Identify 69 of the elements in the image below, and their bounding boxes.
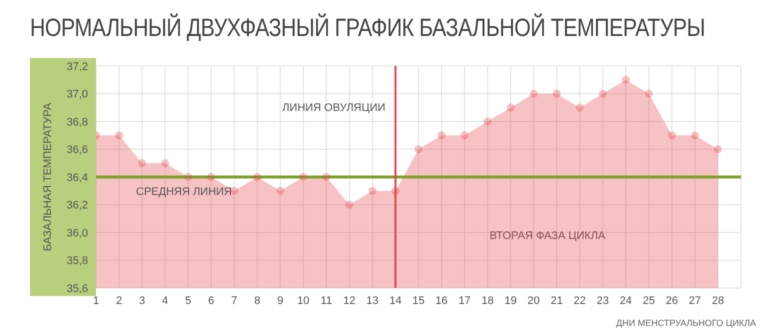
point bbox=[207, 173, 216, 181]
y-axis-title: БАЗАЛЬНАЯ ТЕМПЕРАТУРА bbox=[42, 102, 54, 252]
x-tick-label: 9 bbox=[277, 294, 284, 307]
y-tick-label: 36,6 bbox=[66, 144, 88, 156]
point bbox=[690, 131, 699, 140]
y-tick-label: 35,6 bbox=[66, 282, 88, 295]
x-tick-label: 1 bbox=[92, 294, 100, 307]
point bbox=[622, 76, 630, 84]
point bbox=[345, 200, 354, 209]
y-tick-label: 36,4 bbox=[66, 172, 88, 184]
x-tick-label: 13 bbox=[366, 294, 379, 307]
point bbox=[714, 145, 722, 154]
x-tick-label: 8 bbox=[254, 294, 260, 307]
x-tick-label: 26 bbox=[666, 294, 678, 307]
x-tick-label: 27 bbox=[688, 294, 702, 307]
point bbox=[299, 173, 308, 181]
point bbox=[598, 90, 607, 98]
x-tick-label: 20 bbox=[528, 294, 540, 307]
y-tick-label: 35,8 bbox=[66, 255, 88, 268]
x-tick-label: 12 bbox=[343, 294, 356, 307]
x-tick-label: 14 bbox=[389, 294, 402, 307]
annotation: ВТОРАЯ ФАЗА ЦИКЛА bbox=[490, 230, 606, 242]
x-tick-label: 10 bbox=[297, 294, 310, 307]
point bbox=[322, 173, 330, 181]
x-tick-label: 19 bbox=[504, 294, 517, 307]
point bbox=[530, 90, 538, 98]
point bbox=[253, 173, 262, 181]
point bbox=[414, 145, 422, 154]
point bbox=[368, 186, 376, 195]
x-tick-label: 28 bbox=[712, 294, 724, 307]
chart-title: НОРМАЛЬНЫЙ ДВУХФАЗНЫЙ ГРАФИК БАЗАЛЬНОЙ ТЕМПЕРАТУРЫ bbox=[30, 14, 706, 43]
ref-line-label: ЛИНИЯ ОВУЛЯЦИИ bbox=[282, 102, 386, 114]
x-tick-label: 16 bbox=[435, 294, 448, 307]
point bbox=[506, 104, 515, 112]
point bbox=[438, 131, 446, 140]
x-tick-label: 6 bbox=[208, 294, 214, 307]
x-axis-title: ДНИ МЕНСТРУАЛЬНОГО ЦИКЛА bbox=[616, 318, 756, 328]
y-tick-label: 36,8 bbox=[66, 116, 88, 128]
y-tick-label: 36,2 bbox=[66, 200, 88, 212]
point bbox=[484, 118, 492, 126]
x-tick-label: 25 bbox=[642, 294, 655, 307]
point bbox=[138, 159, 146, 168]
point bbox=[552, 90, 561, 98]
x-tick-label: 23 bbox=[596, 294, 609, 307]
y-tick-label: 36,0 bbox=[66, 227, 88, 240]
x-tick-label: 2 bbox=[116, 294, 122, 307]
point bbox=[161, 159, 170, 168]
x-tick-label: 7 bbox=[231, 294, 238, 307]
x-tick-label: 15 bbox=[412, 294, 425, 307]
point bbox=[668, 131, 676, 140]
point bbox=[184, 173, 192, 181]
x-tick-label: 21 bbox=[550, 294, 563, 307]
point bbox=[576, 104, 584, 112]
point bbox=[115, 131, 124, 140]
x-tick-label: 3 bbox=[139, 294, 146, 307]
y-tick-label: 37,2 bbox=[66, 60, 88, 73]
point bbox=[644, 90, 653, 98]
x-tick-label: 18 bbox=[481, 294, 494, 307]
x-tick-label: 17 bbox=[458, 294, 471, 307]
x-tick-label: 24 bbox=[620, 294, 632, 307]
point bbox=[276, 186, 284, 195]
x-tick-label: 11 bbox=[320, 294, 332, 307]
point bbox=[460, 131, 469, 140]
x-tick-label: 5 bbox=[185, 294, 192, 307]
y-tick-label: 37,0 bbox=[66, 88, 88, 101]
x-tick-label: 4 bbox=[162, 294, 168, 307]
ref-line-label: СРЕДНЯЯ ЛИНИЯ bbox=[136, 186, 232, 198]
point bbox=[391, 186, 400, 195]
x-tick-label: 22 bbox=[574, 294, 586, 307]
